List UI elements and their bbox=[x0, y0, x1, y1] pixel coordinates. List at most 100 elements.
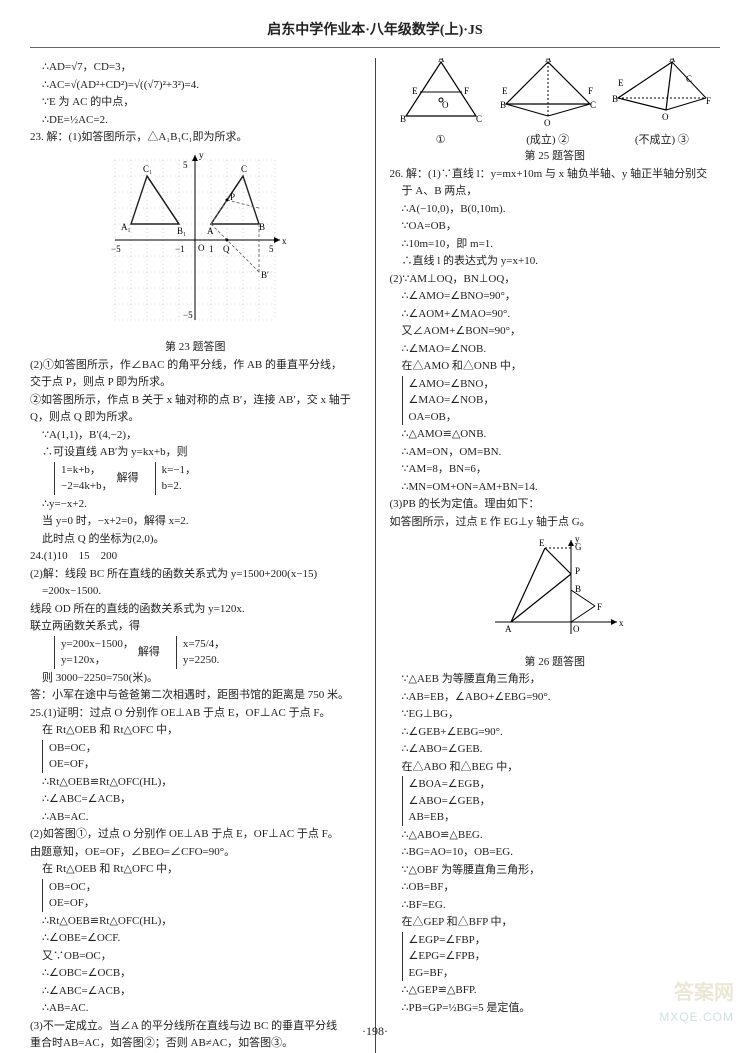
svg-text:y: y bbox=[199, 150, 204, 160]
svg-text:B: B bbox=[500, 100, 506, 110]
svg-text:A: A bbox=[207, 226, 214, 236]
watermark-url: MXQE.COM bbox=[659, 1008, 734, 1026]
watermark: 答案网 MXQE.COM bbox=[659, 978, 734, 1026]
svg-text:F: F bbox=[706, 96, 711, 106]
svg-text:−5: −5 bbox=[183, 310, 193, 320]
svg-text:B′: B′ bbox=[261, 270, 269, 280]
text-line: 答：小军在途中与爸爸第二次相遇时，距图书馆的距离是 750 米。 bbox=[30, 687, 361, 704]
two-column-layout: ∴AD=√7，CD=3， ∴AC=√(AD²+CD²)=√((√7)²+3²)=… bbox=[30, 58, 720, 1053]
text-line: 又∵OB=OC， bbox=[30, 948, 361, 965]
text-line: ∴AM=ON，OM=BN. bbox=[390, 444, 721, 461]
svg-text:5: 5 bbox=[183, 160, 188, 170]
text-line: ∴∠AOM+∠MAO=90°. bbox=[390, 306, 721, 323]
eq-line: AB=EB， bbox=[409, 809, 721, 826]
text-line: ∵△OBF 为等腰直角三角形， bbox=[390, 862, 721, 879]
eq-line: OB=OC， bbox=[49, 879, 361, 896]
svg-text:B: B bbox=[612, 94, 618, 104]
svg-text:A: A bbox=[669, 58, 676, 64]
brace-system: OB=OC， OE=OF， bbox=[42, 740, 361, 773]
text-line: ∴y=−x+2. bbox=[30, 496, 361, 513]
svg-text:A: A bbox=[505, 624, 512, 634]
text-inline: 解得 bbox=[117, 470, 139, 487]
brace-system: x=75/4， y=2250. bbox=[176, 636, 225, 669]
svg-text:O: O bbox=[662, 112, 669, 122]
text-line: ∴∠GEB+∠EBG=90°. bbox=[390, 724, 721, 741]
text-line: ∴∠ABC=∠ACB， bbox=[30, 983, 361, 1000]
figure-23-grid: xyO C₁A₁B₁ CAB P bbox=[30, 150, 361, 336]
text-line: ∴可设直线 AB′为 y=kx+b，则 bbox=[30, 444, 361, 461]
eq-line: OA=OB， bbox=[409, 409, 721, 426]
svg-text:P: P bbox=[575, 566, 580, 576]
right-column: ABCEFO ① ABCEFO (成立) ② ABOECF (不成立) ③ 第 … bbox=[390, 58, 721, 1053]
text-line: ∴∠OBE=∠OCF. bbox=[30, 930, 361, 947]
triangle-1-label: ① bbox=[398, 132, 484, 149]
text-line: ∴OB=BF， bbox=[390, 879, 721, 896]
text-line: 在△GEP 和△BFP 中， bbox=[390, 914, 721, 931]
eq-line: ∠AMO=∠BNO， bbox=[409, 376, 721, 393]
brace-system: ∠BOA=∠EGB， ∠ABO=∠GEB， AB=EB， bbox=[402, 776, 721, 826]
text-line: ∴DE=½AC=2. bbox=[30, 112, 361, 129]
svg-text:−5: −5 bbox=[111, 244, 121, 254]
text-line: ∴BG=AO=10，OB=EG. bbox=[390, 844, 721, 861]
text-line: (2)∵AM⊥OQ，BN⊥OQ， bbox=[390, 271, 721, 288]
svg-text:E: E bbox=[618, 78, 624, 88]
svg-text:5: 5 bbox=[269, 244, 274, 254]
eq-line: −2=4k+b， bbox=[61, 478, 113, 495]
triangle-2-label: (成立) ② bbox=[500, 132, 596, 149]
text-line: ∴Rt△OEB≌Rt△OFC(HL)， bbox=[30, 774, 361, 791]
eq-line: OE=OF， bbox=[49, 756, 361, 773]
text-line: 在△AMO 和△ONB 中， bbox=[390, 358, 721, 375]
figure-26: xyO AEG PBF bbox=[390, 534, 721, 650]
svg-text:O: O bbox=[573, 624, 580, 634]
svg-text:C: C bbox=[241, 164, 247, 174]
svg-text:B: B bbox=[259, 222, 265, 232]
text-line: ∴∠OBC=∠OCB， bbox=[30, 965, 361, 982]
text-line: ∵EG⊥BG， bbox=[390, 706, 721, 723]
text-line: Q，则点 Q 即为所求。 bbox=[30, 409, 361, 426]
svg-text:O: O bbox=[198, 243, 205, 253]
svg-text:1: 1 bbox=[209, 244, 214, 254]
text-line: ∴直线 l 的表达式为 y=x+10. bbox=[390, 253, 721, 270]
text-line: 由题意知，OE=OF，∠BEO=∠CFO=90°。 bbox=[30, 844, 361, 861]
svg-text:A: A bbox=[545, 58, 552, 64]
text-line: ∵AM=8，BN=6， bbox=[390, 461, 721, 478]
eq-line: y=120x， bbox=[61, 652, 134, 669]
text-line: ∴AC=√(AD²+CD²)=√((√7)²+3²)=4. bbox=[30, 77, 361, 94]
text-line: (2)如答图①，过点 O 分别作 OE⊥AB 于点 E，OF⊥AC 于点 F。 bbox=[30, 826, 361, 843]
eq-line: b=2. bbox=[162, 478, 196, 495]
figure-25-caption: 第 25 题答图 bbox=[390, 148, 721, 165]
text-line: ∵OA=OB， bbox=[390, 218, 721, 235]
triangle-row: ABCEFO ① ABCEFO (成立) ② ABOECF (不成立) ③ bbox=[390, 58, 721, 148]
brace-system: y=200x−1500， y=120x， bbox=[54, 636, 134, 669]
svg-text:C: C bbox=[476, 114, 482, 124]
figure-23-caption: 第 23 题答图 bbox=[30, 339, 361, 356]
text-line: ∴BF=EG. bbox=[390, 897, 721, 914]
triangle-1: ABCEFO ① bbox=[398, 58, 484, 148]
text-line: ∴∠ABC=∠ACB， bbox=[30, 791, 361, 808]
left-column: ∴AD=√7，CD=3， ∴AC=√(AD²+CD²)=√((√7)²+3²)=… bbox=[30, 58, 361, 1053]
text-line: 交于点 P，则点 P 即为所求。 bbox=[30, 374, 361, 391]
svg-text:B₁: B₁ bbox=[177, 226, 186, 236]
eq-line: ∠BOA=∠EGB， bbox=[409, 776, 721, 793]
text-line: ∵E 为 AC 的中点， bbox=[30, 94, 361, 111]
text-line: 在 Rt△OEB 和 Rt△OFC 中， bbox=[30, 722, 361, 739]
brace-system: OB=OC， OE=OF， bbox=[42, 879, 361, 912]
svg-text:O: O bbox=[442, 100, 449, 110]
svg-text:x: x bbox=[282, 236, 287, 246]
svg-text:G: G bbox=[575, 542, 582, 552]
text-line: ∴∠AMO=∠BNO=90°， bbox=[390, 288, 721, 305]
svg-text:Q: Q bbox=[223, 244, 230, 254]
eq-line: y=200x−1500， bbox=[61, 636, 134, 653]
text-line: ∴Rt△OEB≌Rt△OFC(HL)， bbox=[30, 913, 361, 930]
brace-system: k=−1， b=2. bbox=[155, 462, 196, 495]
text-line: ∵△AEB 为等腰直角三角形， bbox=[390, 671, 721, 688]
text-line: 在△ABO 和△BEG 中， bbox=[390, 759, 721, 776]
brace-system: ∠AMO=∠BNO， ∠MAO=∠NOB， OA=OB， bbox=[402, 376, 721, 426]
text-line: ∴AB=AC. bbox=[30, 1000, 361, 1017]
text-line: (2)解：线段 BC 所在直线的函数关系式为 y=1500+200(x−15) bbox=[30, 566, 361, 583]
text-line: 24.(1)10 15 200 bbox=[30, 548, 361, 565]
eq-line: x=75/4， bbox=[183, 636, 225, 653]
text-line: ∵A(1,1)，B′(4,−2)， bbox=[30, 427, 361, 444]
svg-text:P: P bbox=[230, 192, 235, 202]
figure-26-caption: 第 26 题答图 bbox=[390, 654, 721, 671]
